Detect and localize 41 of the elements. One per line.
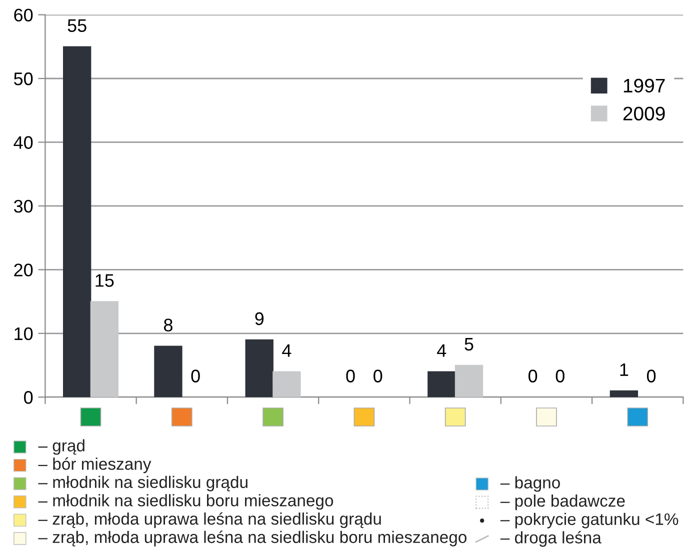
- text: – pole badawcze: [500, 494, 625, 510]
- y-tick-label: 60: [14, 8, 33, 22]
- bar: [428, 371, 456, 398]
- data-label: 4: [282, 344, 292, 357]
- data-label: 5: [464, 338, 474, 351]
- data-label: 0: [346, 370, 355, 382]
- y-tick-label: 20: [14, 264, 33, 276]
- y-tick-label: 40: [14, 136, 33, 149]
- data-label: 0: [191, 370, 200, 382]
- text: – pokrycie gatunku <1%: [500, 512, 678, 528]
- y-tick-label: 0: [24, 391, 33, 404]
- y-tick-label: 10: [14, 327, 33, 340]
- y-tick-label: 50: [14, 72, 33, 86]
- bar: [245, 339, 274, 398]
- legend-label: 1997: [624, 78, 665, 93]
- bar: [272, 371, 301, 398]
- text: – bór mieszany: [38, 457, 152, 474]
- data-label: 55: [68, 19, 86, 32]
- bar: [610, 390, 638, 398]
- bar: [454, 364, 484, 398]
- data-label: 8: [164, 318, 172, 332]
- bar: [62, 46, 92, 398]
- text: – droga leśna: [500, 531, 602, 547]
- data-label: 4: [437, 344, 446, 357]
- bar: [90, 301, 119, 398]
- text: – grąd: [38, 439, 84, 455]
- data-label: 1: [620, 363, 628, 376]
- data-label: 15: [96, 274, 114, 287]
- data-label: 0: [556, 370, 564, 382]
- legend-label: 2009: [623, 106, 665, 120]
- text: – młodnik na siedlisku boru mieszanego: [38, 494, 334, 510]
- text: – bagno: [500, 476, 560, 492]
- data-label: 9: [255, 312, 264, 326]
- data-label: 0: [528, 370, 538, 382]
- text: – zrąb, młoda uprawa leśna na siedlisku boru mieszanego: [38, 530, 466, 546]
- text: – młodnik na siedlisku grądu: [38, 476, 248, 492]
- text: – zrąb, młoda uprawa leśna na siedlisku grądu: [38, 512, 381, 528]
- data-label: 0: [646, 370, 656, 382]
- y-tick-label: 30: [14, 200, 33, 213]
- data-label: 0: [374, 370, 382, 382]
- bar: [154, 346, 182, 398]
